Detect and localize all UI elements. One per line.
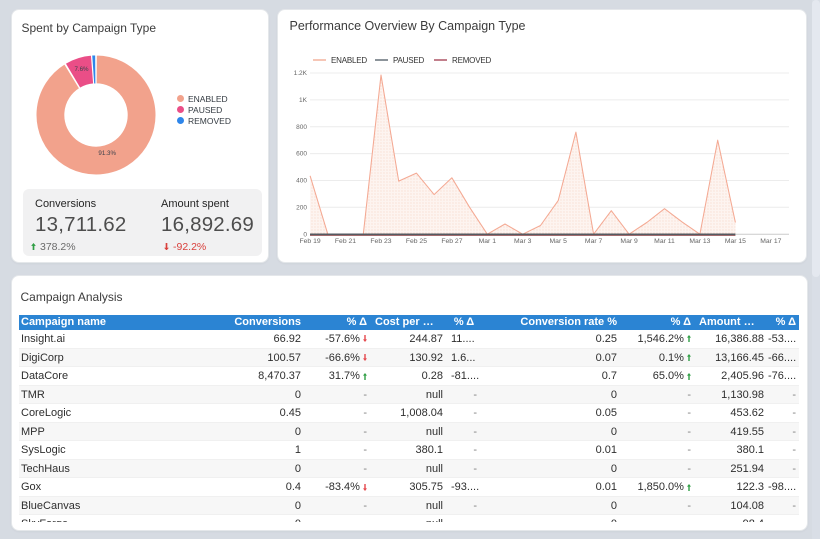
svg-text:400: 400 bbox=[296, 178, 307, 185]
svg-text:Mar 1: Mar 1 bbox=[479, 238, 497, 245]
svg-text:PAUSED: PAUSED bbox=[393, 56, 425, 65]
svg-text:7.6%: 7.6% bbox=[74, 65, 89, 72]
svg-text:Mar 9: Mar 9 bbox=[620, 238, 638, 245]
svg-text:Feb 19: Feb 19 bbox=[300, 238, 321, 245]
svg-text:Mar 13: Mar 13 bbox=[689, 238, 710, 245]
svg-text:Feb 25: Feb 25 bbox=[406, 238, 427, 245]
svg-text:Mar 15: Mar 15 bbox=[725, 238, 746, 245]
svg-text:1.2K: 1.2K bbox=[294, 70, 308, 77]
svg-text:Mar 11: Mar 11 bbox=[654, 238, 675, 245]
svg-text:Mar 17: Mar 17 bbox=[760, 238, 781, 245]
svg-text:Mar 3: Mar 3 bbox=[514, 238, 532, 245]
svg-text:0: 0 bbox=[303, 231, 307, 238]
svg-text:600: 600 bbox=[296, 151, 307, 158]
svg-text:Feb 23: Feb 23 bbox=[370, 238, 391, 245]
svg-text:91.3%: 91.3% bbox=[98, 150, 116, 157]
svg-text:Feb 27: Feb 27 bbox=[441, 238, 462, 245]
svg-text:Mar 7: Mar 7 bbox=[585, 238, 603, 245]
svg-text:ENABLED: ENABLED bbox=[331, 56, 367, 65]
svg-text:1K: 1K bbox=[299, 97, 308, 104]
svg-text:REMOVED: REMOVED bbox=[452, 56, 491, 65]
svg-text:Feb 21: Feb 21 bbox=[335, 238, 356, 245]
svg-text:Mar 5: Mar 5 bbox=[550, 238, 568, 245]
svg-text:800: 800 bbox=[296, 124, 307, 131]
svg-text:200: 200 bbox=[296, 204, 307, 211]
